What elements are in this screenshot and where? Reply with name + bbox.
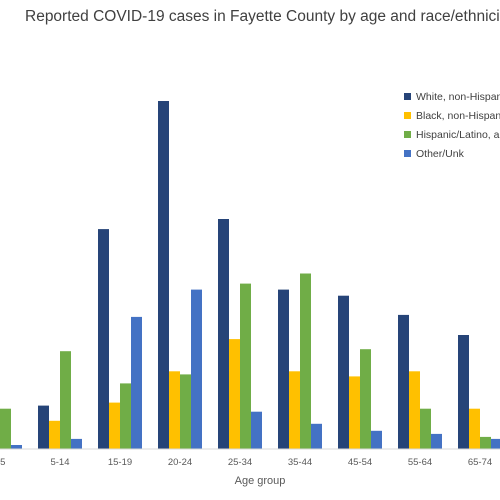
legend-label: White, non-Hispanic: [416, 91, 500, 103]
x-tick-label: 55-64: [408, 457, 432, 468]
legend-swatch: [404, 112, 411, 119]
x-tick-label: 35-44: [288, 457, 312, 468]
x-tick-label: 25-34: [228, 457, 252, 468]
bar-35-44-black-non-hispanic: [289, 371, 300, 449]
bar-20-24-other-unk: [191, 289, 202, 449]
x-tick-label: 15-19: [108, 457, 132, 468]
bar-55-64-hispanic-latino-any-race: [420, 408, 431, 449]
legend-label: Other/Unk: [416, 148, 465, 160]
bar-35-44-white-non-hispanic: [278, 289, 289, 449]
bar-25-34-white-non-hispanic: [218, 219, 229, 449]
bar-<5-hispanic-latino-any-race: [0, 408, 11, 449]
bar-65-74-white-non-hispanic: [458, 335, 469, 449]
bar-15-19-hispanic-latino-any-race: [120, 383, 131, 449]
bar-5-14-other-unk: [71, 438, 82, 449]
bar-45-54-hispanic-latino-any-race: [360, 349, 371, 449]
bar-15-19-black-non-hispanic: [109, 402, 120, 449]
bar-35-44-other-unk: [311, 423, 322, 449]
legend-label: Black, non-Hispanic: [416, 110, 500, 122]
bar-20-24-hispanic-latino-any-race: [180, 374, 191, 449]
bar-55-64-black-non-hispanic: [409, 371, 420, 449]
legend-swatch: [404, 93, 411, 100]
bar-25-34-other-unk: [251, 411, 262, 449]
legend-swatch: [404, 131, 411, 138]
x-axis-label: Age group: [235, 475, 286, 487]
bar-55-64-other-unk: [431, 433, 442, 449]
bar-25-34-black-non-hispanic: [229, 339, 240, 449]
x-tick-label: <5: [0, 457, 5, 468]
bar-20-24-white-non-hispanic: [158, 101, 169, 449]
bar-15-19-white-non-hispanic: [98, 229, 109, 449]
legend: White, non-Hispanic Black, non-Hispanic Hi…: [404, 91, 500, 160]
legend-swatch: [404, 150, 411, 157]
chart-title: Reported COVID-19 cases in Fayette Count…: [25, 8, 500, 25]
x-tick-label: 45-54: [348, 457, 372, 468]
legend-label: Hispanic/Latino, any race: [416, 129, 500, 141]
bar-65-74-other-unk: [491, 438, 500, 449]
bar-35-44-hispanic-latino-any-race: [300, 273, 311, 449]
bar-<5-other-unk: [11, 445, 22, 449]
x-tick-label: 65-74: [468, 457, 492, 468]
bar-45-54-other-unk: [371, 430, 382, 449]
bar-5-14-white-non-hispanic: [38, 405, 49, 449]
bars-group: [0, 101, 500, 449]
bar-25-34-hispanic-latino-any-race: [240, 283, 251, 449]
x-tick-label: 20-24: [168, 457, 192, 468]
bar-5-14-hispanic-latino-any-race: [60, 351, 71, 449]
bar-65-74-hispanic-latino-any-race: [480, 436, 491, 449]
bar-65-74-black-non-hispanic: [469, 408, 480, 449]
bar-5-14-black-non-hispanic: [49, 420, 60, 449]
bar-45-54-white-non-hispanic: [338, 295, 349, 449]
bar-15-19-other-unk: [131, 316, 142, 449]
x-tick-label: 5-14: [50, 457, 69, 468]
bar-45-54-black-non-hispanic: [349, 376, 360, 449]
bar-20-24-black-non-hispanic: [169, 371, 180, 449]
x-tick-labels: <5 5-14 15-19 20-24 25-34 35-44 45-54 55-64 65-7…: [0, 457, 492, 468]
bar-55-64-white-non-hispanic: [398, 314, 409, 449]
